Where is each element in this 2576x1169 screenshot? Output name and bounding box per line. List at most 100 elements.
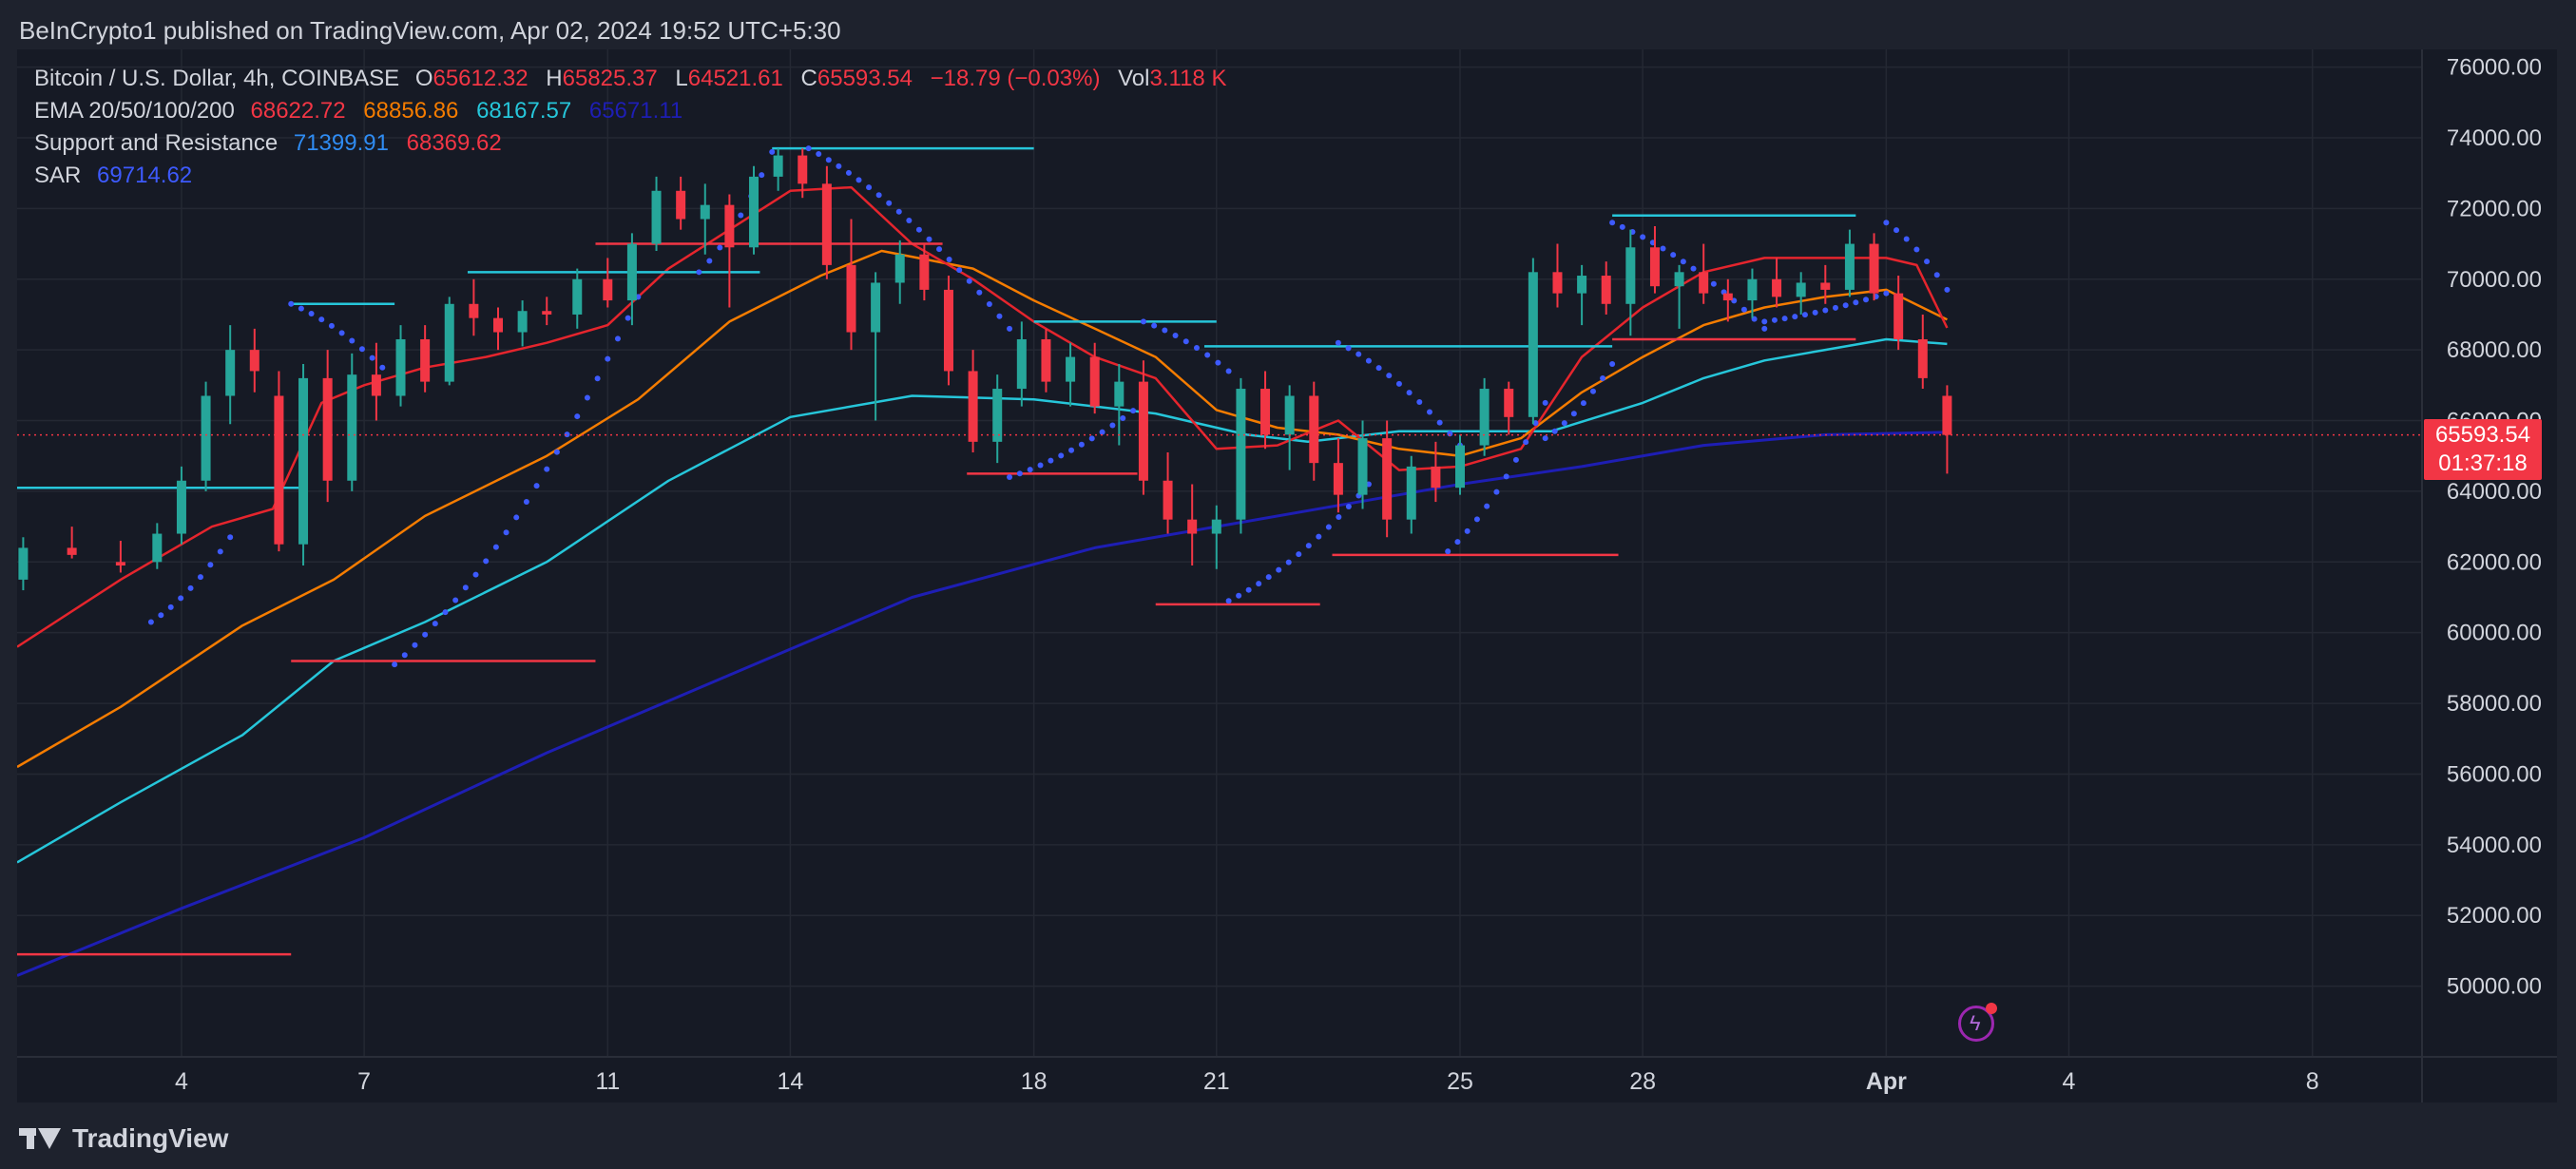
candle-body	[798, 155, 808, 184]
candle-body	[1357, 438, 1368, 495]
sar-dot	[1078, 441, 1085, 448]
sar-dot	[1395, 380, 1402, 387]
price-chart[interactable]: 76000.00 74000.00 72000.00 70000.00 68000.00…	[17, 49, 2557, 1102]
candle-body	[1504, 389, 1514, 417]
sar-dot	[614, 335, 621, 342]
ema200-line	[17, 431, 1948, 977]
sar-dot	[1570, 411, 1577, 417]
sar-dot	[996, 313, 1003, 319]
y-tick-label: 58000.00	[2447, 691, 2542, 717]
sar-dot	[1822, 307, 1829, 314]
sar-dot	[379, 364, 386, 371]
candle-body	[298, 377, 309, 545]
symbol-label[interactable]: Bitcoin / U.S. Dollar, 4h, COINBASE	[34, 66, 400, 91]
candle-body	[1577, 276, 1587, 294]
candle-body	[1649, 247, 1660, 287]
sar-dot	[1088, 435, 1095, 442]
ema-label: EMA 20/50/100/200	[34, 98, 235, 124]
sar-dot	[825, 157, 832, 163]
sar-dot	[1130, 408, 1137, 414]
candle-body	[1552, 272, 1563, 294]
x-tick-label: 18	[1021, 1068, 1048, 1095]
candle-body	[493, 317, 503, 333]
sar-dot	[1225, 368, 1232, 374]
sar-value: 69714.62	[97, 163, 193, 188]
chart-area[interactable]: 76000.00 74000.00 72000.00 70000.00 68000.00…	[17, 49, 2557, 1102]
sar-dot	[503, 529, 509, 536]
sar-dot	[338, 330, 345, 336]
sar-dot	[706, 258, 713, 264]
lightning-icon[interactable]: ϟ	[1958, 1003, 1997, 1042]
last-price: 65593.54	[2434, 422, 2531, 448]
candle-body	[1820, 282, 1831, 290]
sar-dot	[584, 394, 590, 401]
sar-dot	[1099, 429, 1105, 435]
sar-label: SAR	[34, 163, 82, 188]
brand-name: TradingView	[72, 1123, 229, 1153]
candle-body	[18, 547, 29, 580]
candle-body	[1114, 381, 1125, 407]
sar-dot	[1365, 357, 1372, 364]
sar-dot	[1863, 297, 1870, 303]
sar-dot	[1561, 420, 1567, 427]
sar-dot	[432, 621, 438, 627]
candle-body	[517, 311, 528, 333]
ema50-value: 68856.86	[363, 98, 459, 124]
chart-legend: Bitcoin / U.S. Dollar, 4h, COINBASE O656…	[34, 63, 1238, 192]
sar-dot	[1532, 420, 1539, 427]
sar-dot	[1660, 245, 1666, 252]
y-tick-label: 50000.00	[2447, 974, 2542, 1000]
sar-dot	[1580, 400, 1586, 407]
legend-ema-row[interactable]: EMA 20/50/100/200 68622.72 68856.86 6816…	[34, 95, 1238, 127]
candle-body	[894, 254, 905, 283]
sar-dot	[759, 172, 765, 179]
legend-sar-row[interactable]: SAR 69714.62	[34, 160, 1238, 192]
y-tick-label: 62000.00	[2447, 549, 2542, 575]
candle-body	[176, 480, 186, 534]
x-tick-label: 14	[778, 1068, 804, 1095]
candle-body	[1260, 389, 1271, 435]
sar-dot	[1832, 304, 1838, 311]
sar-dot	[1609, 361, 1616, 368]
sar-dot	[358, 346, 365, 353]
support-value: 68369.62	[406, 130, 502, 156]
sar-dot	[1007, 325, 1013, 332]
candle-body	[572, 278, 583, 315]
candle-body	[67, 547, 77, 555]
y-tick-label: 56000.00	[2447, 761, 2542, 787]
last-price-tag: 65593.54 01:37:18	[2424, 419, 2542, 480]
candle-body	[1016, 338, 1027, 390]
candle-body	[152, 533, 163, 563]
candle-body	[651, 190, 662, 244]
sar-dot	[197, 574, 203, 581]
tradingview-footer[interactable]: TradingView	[19, 1120, 228, 1158]
sar-dot	[217, 548, 223, 555]
sar-dot	[1542, 399, 1548, 406]
sar-dot	[207, 562, 214, 568]
x-tick-label: 4	[175, 1068, 188, 1095]
sar-dot	[1690, 265, 1697, 272]
ema100-line	[17, 337, 1948, 864]
sar-dot	[696, 269, 702, 276]
candle-body	[1431, 466, 1441, 489]
sar-dot	[158, 612, 164, 619]
sar-dot	[328, 322, 335, 329]
sar-dot	[886, 200, 893, 206]
sar-dot	[1016, 470, 1023, 477]
sar-dot	[178, 595, 184, 602]
candle-body	[1796, 282, 1806, 297]
ema50-line	[17, 249, 1948, 769]
sar-dot	[492, 544, 499, 550]
sar-dot	[1068, 447, 1075, 453]
sar-dot	[553, 449, 560, 455]
sar-dot	[369, 355, 375, 361]
legend-sr-row[interactable]: Support and Resistance 71399.91 68369.62	[34, 127, 1238, 160]
sar-dot	[1464, 527, 1471, 534]
candle-body	[700, 204, 710, 220]
sar-dot	[769, 148, 776, 155]
sar-dot	[442, 609, 449, 616]
candle-body	[1844, 243, 1855, 290]
sar-dot	[1609, 220, 1616, 226]
sar-dot	[605, 355, 611, 362]
y-tick-label: 74000.00	[2447, 125, 2542, 151]
